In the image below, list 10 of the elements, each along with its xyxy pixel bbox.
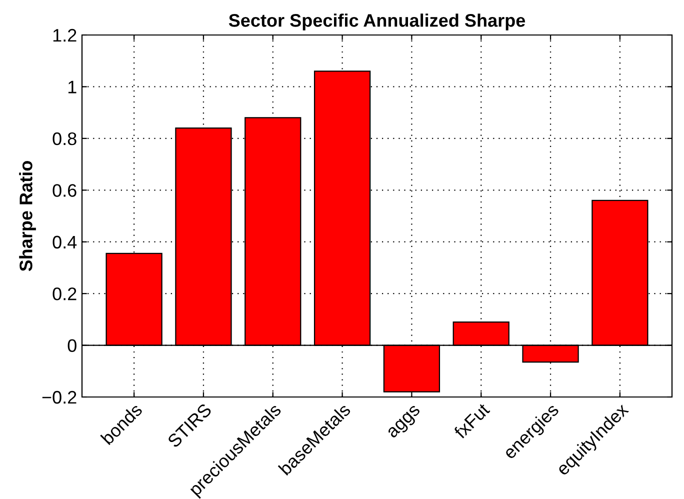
y-tick-label: 0.2 [52, 288, 76, 300]
y-tick-label: 1 [68, 80, 76, 94]
y-tick-label: 0.8 [52, 132, 76, 146]
y-tick-label: −0.2 [42, 390, 76, 404]
y-tick-label: 0.6 [52, 184, 76, 197]
y-tick-label: 0 [68, 339, 76, 352]
chart-title: Sector Specific Annualized Sharpe [228, 14, 526, 30]
y-tick-label: 1.2 [53, 28, 76, 42]
y-tick-label: 0.4 [52, 236, 77, 249]
y-axis-title: Sharpe Ratio [19, 161, 36, 272]
